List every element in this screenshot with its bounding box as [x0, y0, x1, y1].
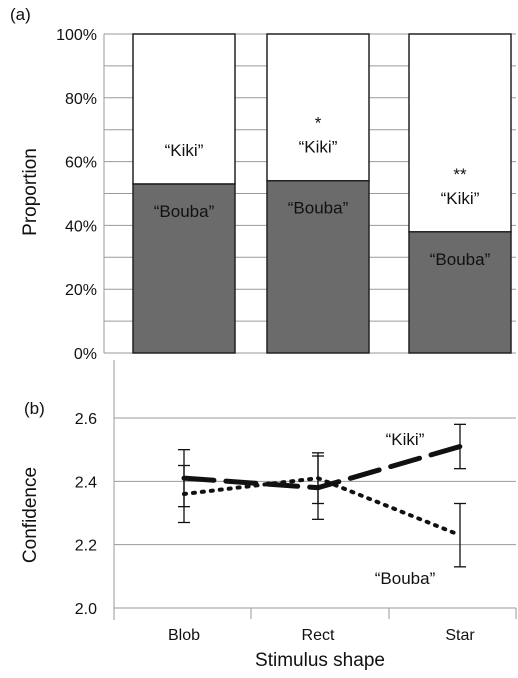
significance-marker: ** [453, 165, 467, 184]
bar-label-bouba: “Bouba” [154, 202, 215, 221]
panel-b-label: (b) [24, 399, 45, 418]
panel-b-y-tick-label: 2.0 [75, 601, 97, 618]
series-label-bouba: “Bouba” [375, 569, 436, 588]
bar-label-kiki: “Kiki” [441, 189, 480, 208]
panel-a-label: (a) [10, 5, 31, 24]
panel-b-x-tick-labels: Blob Rect Star [168, 627, 475, 644]
panel-a-y-tick-label: 60% [65, 155, 97, 172]
panel-a-proportion-chart: (a) Proportion 0% 20% 40% 60% 80% 100% “Bouba… [10, 5, 516, 363]
panel-b-series-labels: “Kiki” “Bouba” [375, 430, 436, 588]
panel-b-confidence-chart: (b) Confidence Stimulus shape 2.02.22.42… [20, 360, 517, 671]
panel-b-series-lines [181, 444, 463, 538]
panel-a-y-axis-title: Proportion [20, 148, 41, 236]
panel-a-bars [132, 33, 512, 354]
panel-a-y-tick-label: 100% [56, 27, 97, 44]
bar-label-kiki: “Kiki” [165, 141, 204, 160]
bar-label-bouba: “Bouba” [430, 250, 491, 269]
panel-b-gridlines [113, 360, 517, 620]
panel-b-y-axis-title: Confidence [20, 467, 41, 563]
panel-b-error-bars [178, 423, 466, 568]
panel-b-y-tick-label: 2.6 [75, 411, 97, 428]
panel-b-x-tick-label: Rect [302, 627, 335, 644]
bar-label-kiki: “Kiki” [299, 138, 338, 157]
panel-b-y-tick-labels: 2.0 2.2 2.4 2.6 [75, 411, 97, 618]
bar-segment-kiki [132, 33, 236, 185]
panel-b-x-axis-title: Stimulus shape [255, 650, 385, 671]
series-label-kiki: “Kiki” [386, 430, 425, 449]
panel-a-y-tick-label: 40% [65, 218, 97, 235]
significance-marker: * [315, 114, 322, 133]
bar-segment-bouba [408, 231, 512, 354]
panel-a-y-tick-label: 20% [65, 282, 97, 299]
bar-segment-kiki [408, 33, 512, 233]
bar-segment-kiki [266, 33, 370, 182]
panel-a-y-tick-label: 0% [74, 346, 97, 363]
bar-segment-bouba [132, 183, 236, 354]
panel-b-y-tick-label: 2.4 [75, 474, 97, 491]
bar-label-bouba: “Bouba” [288, 199, 349, 218]
panel-a-y-tick-label: 80% [65, 91, 97, 108]
panel-a-bar-labels: “Bouba” “Kiki” “Bouba” “Kiki” * “Bouba” “Kiki”… [154, 114, 491, 269]
panel-a-y-tick-labels: 0% 20% 40% 60% 80% 100% [56, 27, 97, 363]
panel-b-y-tick-label: 2.2 [75, 538, 97, 555]
panel-b-x-tick-label: Star [445, 627, 475, 644]
panel-b-x-tick-label: Blob [168, 627, 200, 644]
